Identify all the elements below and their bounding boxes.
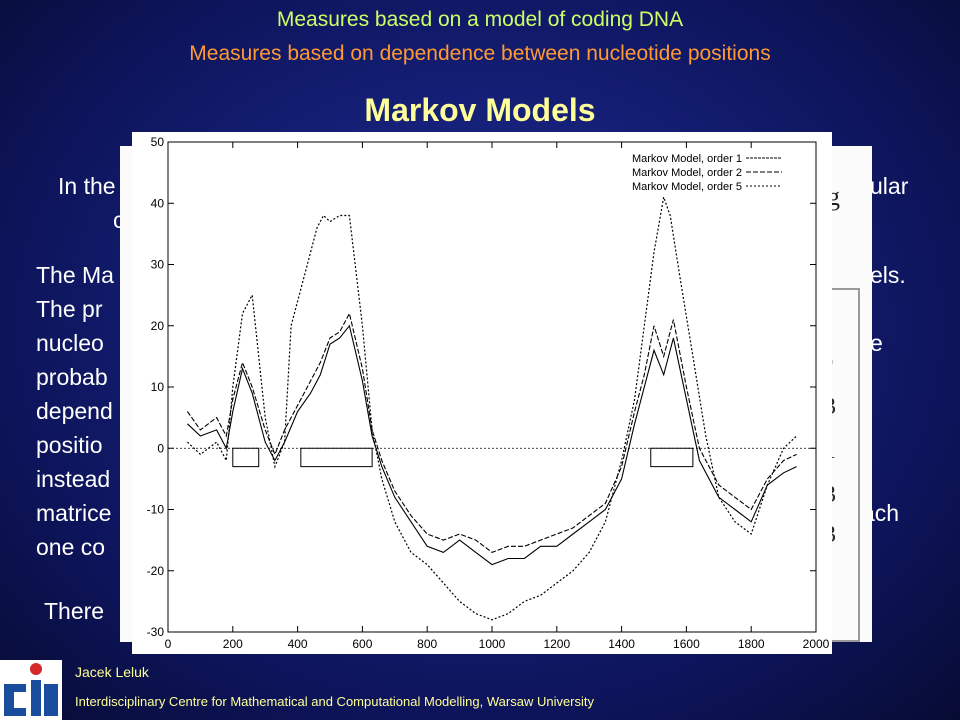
y-tick-label: 50 <box>151 135 165 149</box>
body-p2-line1: The Ma <box>36 262 114 288</box>
x-tick-label: 1200 <box>543 637 570 651</box>
body-p2-line7: instead <box>36 466 111 492</box>
y-tick-label: 30 <box>151 258 165 272</box>
body-p2-line2: The pr <box>36 296 103 322</box>
body-p2-line3: nucleo <box>36 330 104 356</box>
x-tick-label: 1600 <box>673 637 700 651</box>
series-line <box>186 194 798 621</box>
y-tick-label: 10 <box>151 380 165 394</box>
icm-logo-icon <box>0 660 62 720</box>
coding-region-box <box>300 447 373 468</box>
series-line <box>187 324 797 566</box>
y-tick-label: -30 <box>147 625 165 639</box>
x-tick-label: 1000 <box>479 637 506 651</box>
legend-label: Markov Model, order 5 <box>632 181 742 193</box>
body-p2-line5: depend <box>36 398 113 424</box>
header-line-1: Measures based on a model of coding DNA <box>276 8 684 31</box>
x-tick-label: 0 <box>165 637 172 651</box>
body-p1-end: ular <box>870 173 909 199</box>
markov-chart: 0 200 400 600 800 1000 1200 1400 1600 1800 2000-30… <box>132 132 832 654</box>
y-tick-label: -10 <box>147 503 165 517</box>
table-border <box>814 288 860 642</box>
x-tick-label: 600 <box>352 637 372 651</box>
y-tick-label: 20 <box>151 319 165 333</box>
body-p1-start: In the <box>58 173 116 199</box>
chart-background <box>132 132 832 654</box>
footer-institute: Interdisciplinary Centre for Mathematica… <box>75 694 595 709</box>
legend-label: Markov Model, order 1 <box>632 153 742 165</box>
x-tick-label: 2000 <box>803 637 830 651</box>
coding-region-box <box>232 447 260 468</box>
legend-label: Markov Model, order 2 <box>632 167 742 179</box>
coding-region-box <box>650 447 694 468</box>
y-tick-label: 0 <box>157 441 164 455</box>
body-p2-line9: one co <box>36 534 106 560</box>
body-p3: There <box>44 598 105 624</box>
header-line-2: Measures based on dependence between nuc… <box>189 42 771 65</box>
body-p2-line1-end: els. <box>870 262 906 288</box>
x-tick-label: 200 <box>223 637 243 651</box>
x-tick-label: 400 <box>288 637 308 651</box>
x-tick-label: 1400 <box>608 637 635 651</box>
y-tick-label: 40 <box>151 196 165 210</box>
series-line <box>186 311 797 554</box>
body-p2-line4: probab <box>36 364 108 390</box>
y-tick-label: -20 <box>147 564 165 578</box>
x-tick-label: 800 <box>417 637 437 651</box>
body-p1-line2: c <box>113 207 125 233</box>
x-tick-label: 1800 <box>738 637 765 651</box>
body-p2-line8: matrice <box>36 500 112 526</box>
body-p2-line6: positio <box>36 432 103 458</box>
body-p2-line3-end: e <box>870 330 883 356</box>
footer-author: Jacek Leluk <box>75 664 149 680</box>
slide-title: Markov Models <box>364 92 596 128</box>
